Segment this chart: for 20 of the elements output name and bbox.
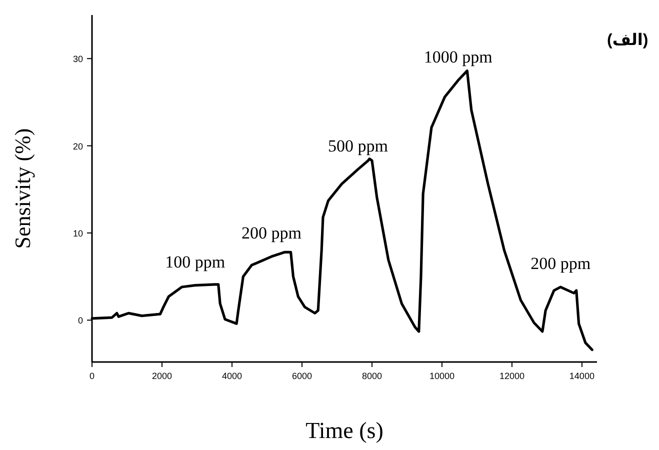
- annotation: 100 ppm: [165, 252, 226, 272]
- x-tick-label: 14000: [569, 371, 594, 381]
- y-tick-label: 0: [78, 316, 83, 326]
- annotation: 1000 ppm: [424, 47, 492, 66]
- x-tick-label: 12000: [499, 371, 524, 381]
- x-tick-label: 10000: [429, 371, 454, 381]
- annotation: (الف): [607, 32, 648, 49]
- x-tick-label: 4000: [222, 371, 242, 381]
- y-axis-title: Sensivity (%): [10, 128, 35, 249]
- annotation: 200 ppm: [530, 254, 591, 274]
- x-tick-label: 8000: [362, 371, 382, 381]
- x-tick-label: 2000: [152, 371, 172, 381]
- y-tick-label: 20: [72, 141, 83, 152]
- x-tick-label: 0: [89, 371, 95, 381]
- annotation: 500 ppm: [328, 136, 388, 156]
- x-tick-label: 6000: [292, 371, 312, 381]
- y-tick-label: 10: [72, 228, 83, 238]
- x-axis-title: Time (s): [306, 418, 384, 443]
- y-tick-label: 30: [72, 54, 83, 64]
- annotation: 200 ppm: [242, 224, 302, 242]
